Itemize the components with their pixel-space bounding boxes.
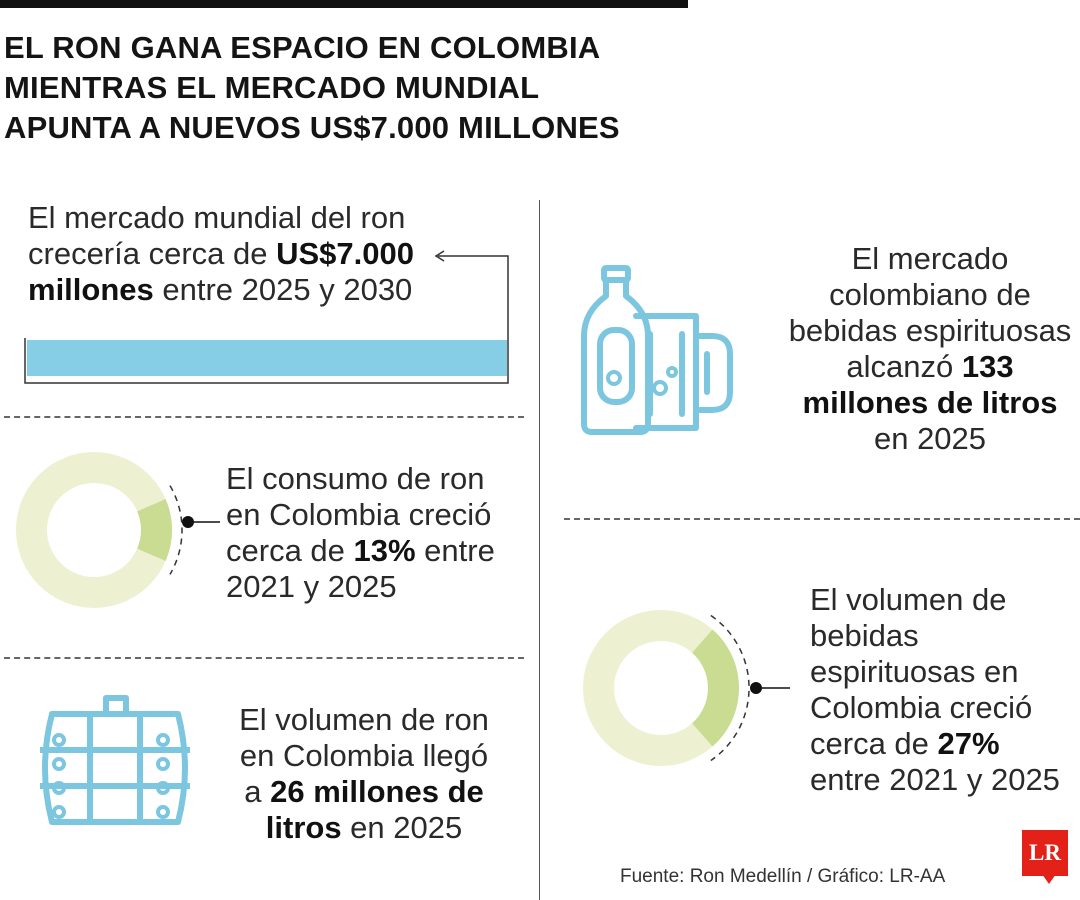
consumo-line-4: 2021 y 2025 bbox=[226, 569, 397, 604]
volumen-esp-line-6: entre 2021 y 2025 bbox=[810, 762, 1060, 797]
title-line-1: EL RON GANA ESPACIO EN COLOMBIA bbox=[4, 30, 601, 65]
page-title: EL RON GANA ESPACIO EN COLOMBIA MIENTRAS… bbox=[4, 28, 704, 148]
title-line-2: MIENTRAS EL MERCADO MUNDIAL bbox=[4, 70, 540, 105]
volumen-ron-line-4: litros en 2025 bbox=[214, 810, 514, 846]
market-value-unit: millones bbox=[28, 272, 154, 307]
volumen-esp-dashed-arc bbox=[710, 614, 750, 762]
volumen-ron-line-4-post: en 2025 bbox=[341, 810, 463, 845]
market-text: El mercado mundial del ron crecería cerc… bbox=[28, 200, 508, 308]
mercado-col-unit: millones de litros bbox=[802, 385, 1058, 420]
dashed-divider-left-1 bbox=[4, 416, 524, 418]
vertical-divider bbox=[539, 200, 540, 900]
consumo-line-2: en Colombia creció bbox=[226, 497, 492, 532]
title-line-3: APUNTA A NUEVOS US$7.000 MILLONES bbox=[4, 110, 620, 145]
dashed-divider-right bbox=[564, 518, 1080, 520]
mercado-col-line-2: colombiano de bbox=[829, 277, 1031, 312]
volumen-esp-line-5-pre: cerca de bbox=[810, 726, 938, 761]
volumen-esp-text: El volumen de bebidas espirituosas en Co… bbox=[810, 582, 1078, 798]
consumo-line-1: El consumo de ron bbox=[226, 461, 485, 496]
volumen-ron-line-1: El volumen de ron bbox=[239, 702, 489, 737]
volumen-esp-line-1: El volumen de bbox=[810, 582, 1007, 617]
market-bracket bbox=[24, 255, 509, 384]
volumen-esp-percent: 27% bbox=[937, 726, 1000, 761]
dashed-divider-left-2 bbox=[4, 657, 524, 659]
market-line-2: crecería cerca de US$7.000 bbox=[28, 236, 508, 272]
mercado-col-line-3: bebidas espirituosas bbox=[788, 313, 1072, 348]
consumo-dot bbox=[182, 516, 194, 528]
volumen-esp-line-2: bebidas bbox=[810, 618, 919, 653]
volumen-esp-line-5: cerca de 27% bbox=[810, 726, 1078, 762]
market-line-1: El mercado mundial del ron bbox=[28, 200, 406, 235]
market-line-3: millones entre 2025 y 2030 bbox=[28, 272, 508, 308]
arrow-left-icon bbox=[434, 250, 445, 262]
mercado-col-line-5: millones de litros bbox=[782, 385, 1078, 421]
volumen-ron-unit: litros bbox=[265, 810, 342, 845]
volumen-esp-line-3: espirituosas en bbox=[810, 654, 1019, 689]
top-rule bbox=[0, 0, 688, 8]
mercado-col-line-4-pre: alcanzó bbox=[846, 349, 962, 384]
consumo-percent: 13% bbox=[353, 533, 416, 568]
volumen-ron-value: 26 millones de bbox=[270, 774, 484, 809]
mercado-col-line-4: alcanzó 133 bbox=[782, 349, 1078, 385]
consumo-line-3-pre: cerca de bbox=[226, 533, 354, 568]
volumen-ron-line-2: en Colombia llegó bbox=[239, 738, 489, 773]
mercado-col-text: El mercado colombiano de bebidas espirit… bbox=[782, 241, 1078, 457]
consumo-line-3: cerca de 13% entre bbox=[226, 533, 526, 569]
volumen-ron-line-3: a 26 millones de bbox=[214, 774, 514, 810]
mercado-col-line-6: en 2025 bbox=[873, 421, 987, 456]
volumen-esp-line-4: Colombia creció bbox=[810, 690, 1033, 725]
consumo-donut-slice bbox=[136, 499, 173, 561]
consumo-dashed-arc bbox=[169, 485, 183, 575]
volumen-esp-dot bbox=[750, 682, 762, 694]
source-credit: Fuente: Ron Medellín / Gráfico: LR-AA bbox=[620, 866, 946, 887]
lr-logo: LR bbox=[1022, 830, 1068, 876]
market-bar bbox=[27, 340, 507, 376]
volumen-ron-text: El volumen de ron en Colombia llegó a 26… bbox=[214, 702, 514, 846]
volumen-esp-donut-slice bbox=[691, 629, 739, 747]
mercado-col-value: 133 bbox=[961, 349, 1014, 384]
lr-logo-tail bbox=[1042, 874, 1056, 884]
market-value-bold: US$7.000 bbox=[276, 236, 414, 271]
market-line-3-post: entre 2025 y 2030 bbox=[153, 272, 413, 307]
consumo-text: El consumo de ron en Colombia creció cer… bbox=[226, 461, 526, 605]
market-line-2-pre: crecería cerca de bbox=[28, 236, 277, 271]
consumo-line-3-post: entre bbox=[415, 533, 495, 568]
volumen-ron-line-3-pre: a bbox=[244, 774, 271, 809]
mercado-col-line-1: El mercado bbox=[851, 241, 1009, 276]
